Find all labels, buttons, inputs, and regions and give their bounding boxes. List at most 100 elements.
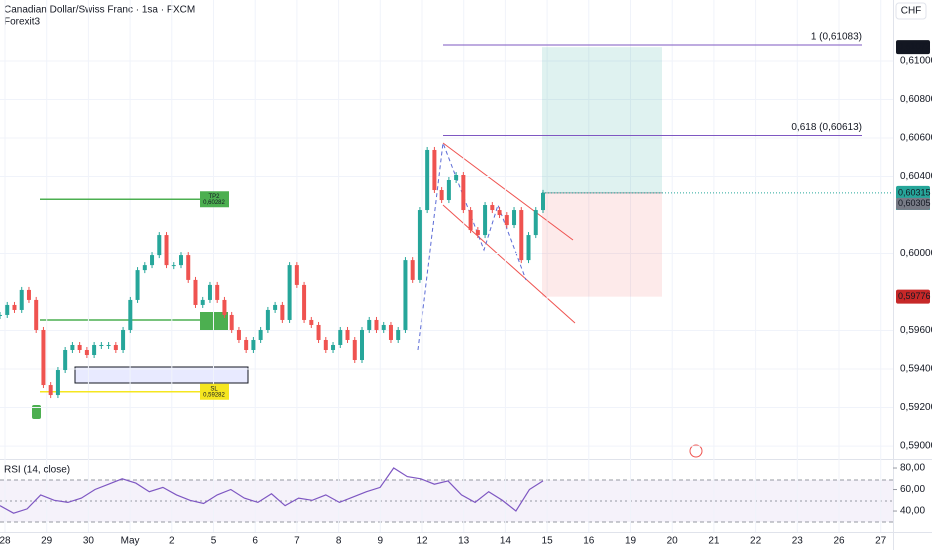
candle: [26, 289, 31, 300]
candle: [70, 344, 75, 350]
x-tick-label: 15: [542, 536, 554, 547]
candle: [396, 329, 401, 340]
x-tick-label: 23: [792, 536, 804, 547]
chart-subtitle: Forexit3: [4, 17, 41, 28]
candle: [323, 339, 328, 350]
y-tick-label: 60,00: [900, 484, 925, 495]
candle: [331, 344, 336, 350]
x-tick-label: 2: [169, 536, 175, 547]
candle: [207, 284, 212, 300]
currency-box: [895, 2, 927, 20]
candle: [360, 329, 364, 361]
target-price-badge: [896, 40, 930, 55]
candle: [142, 265, 147, 271]
candle: [106, 344, 111, 346]
y-tick-label: 0,59000: [900, 441, 932, 452]
candle: [410, 260, 415, 280]
y-tick-label: 80,00: [900, 463, 925, 474]
candle: [164, 235, 169, 266]
candle: [475, 230, 480, 236]
last-price-badge: [896, 197, 930, 210]
x-tick-label: 8: [336, 536, 342, 547]
candle: [244, 339, 249, 350]
x-tick-label: 5: [211, 536, 217, 547]
x-tick-label: 13: [458, 536, 470, 547]
candle: [403, 260, 408, 330]
candle: [41, 329, 46, 386]
candle: [338, 329, 343, 345]
x-tick-label: 16: [583, 536, 595, 547]
candle: [526, 235, 531, 261]
fib-label: 1 (0,61083): [811, 32, 862, 43]
annotation-title: SL: [210, 386, 218, 392]
candle: [432, 149, 437, 191]
marker-box: [32, 405, 41, 419]
rsi-line: [0, 467, 544, 514]
annotation-price: 0,59282: [203, 392, 225, 398]
y-tick-label: 40,00: [900, 506, 925, 517]
candle: [157, 235, 162, 256]
candle: [519, 210, 524, 261]
x-tick-label: 12: [416, 536, 428, 547]
candle: [200, 299, 205, 305]
candle: [417, 210, 422, 280]
x-tick-label: 30: [83, 536, 95, 547]
x-tick-label: 22: [750, 536, 762, 547]
candle: [186, 255, 191, 280]
x-tick-label: 14: [500, 536, 512, 547]
candle: [229, 314, 234, 330]
candle: [468, 210, 473, 231]
annotation-box: [200, 383, 229, 400]
zone-rectangle: [74, 366, 249, 384]
candle: [309, 319, 314, 325]
candle: [287, 265, 292, 320]
x-tick-label: 26: [833, 536, 845, 547]
candle: [388, 324, 393, 340]
stop-price-label: 0,59776: [898, 291, 931, 301]
x-tick-label: 29: [41, 536, 53, 547]
candle: [439, 190, 444, 201]
candle: [367, 319, 372, 330]
candle: [121, 329, 126, 350]
trend-line: [442, 204, 576, 324]
candle: [236, 329, 241, 340]
path-drawing: [417, 142, 527, 351]
stop-price-badge: [896, 289, 930, 304]
target-price-label: 0,61072: [898, 42, 931, 52]
candle: [84, 349, 89, 356]
x-tick-label: 20: [667, 536, 679, 547]
last-price-label: 0,60305: [898, 198, 931, 208]
candle: [454, 174, 459, 181]
fib-label: 0,618 (0,60613): [791, 122, 862, 133]
x-tick-label: 21: [708, 536, 720, 547]
stop-loss-zone: [542, 192, 662, 297]
candle: [179, 255, 183, 266]
candle: [446, 180, 451, 201]
candle: [150, 255, 155, 266]
candle: [381, 324, 386, 330]
chart-title: Canadian Dollar/Swiss Franc · 1sa · FXCM: [4, 5, 195, 16]
candle: [258, 329, 263, 340]
annotation-box: [200, 191, 229, 208]
candle: [5, 304, 10, 315]
candle: [461, 174, 466, 211]
candle: [77, 344, 82, 350]
x-tick-label: 28: [0, 536, 11, 547]
candle: [222, 299, 227, 315]
candle: [55, 370, 60, 396]
x-tick-label: 27: [875, 536, 887, 547]
candle: [504, 215, 509, 226]
candle: [215, 284, 220, 300]
candle: [302, 284, 307, 320]
currency-label: CHF: [901, 6, 922, 17]
candle: [294, 265, 299, 285]
x-tick-label: 6: [252, 536, 258, 547]
candle: [19, 289, 24, 310]
candle: [265, 309, 270, 330]
candle: [490, 205, 495, 211]
